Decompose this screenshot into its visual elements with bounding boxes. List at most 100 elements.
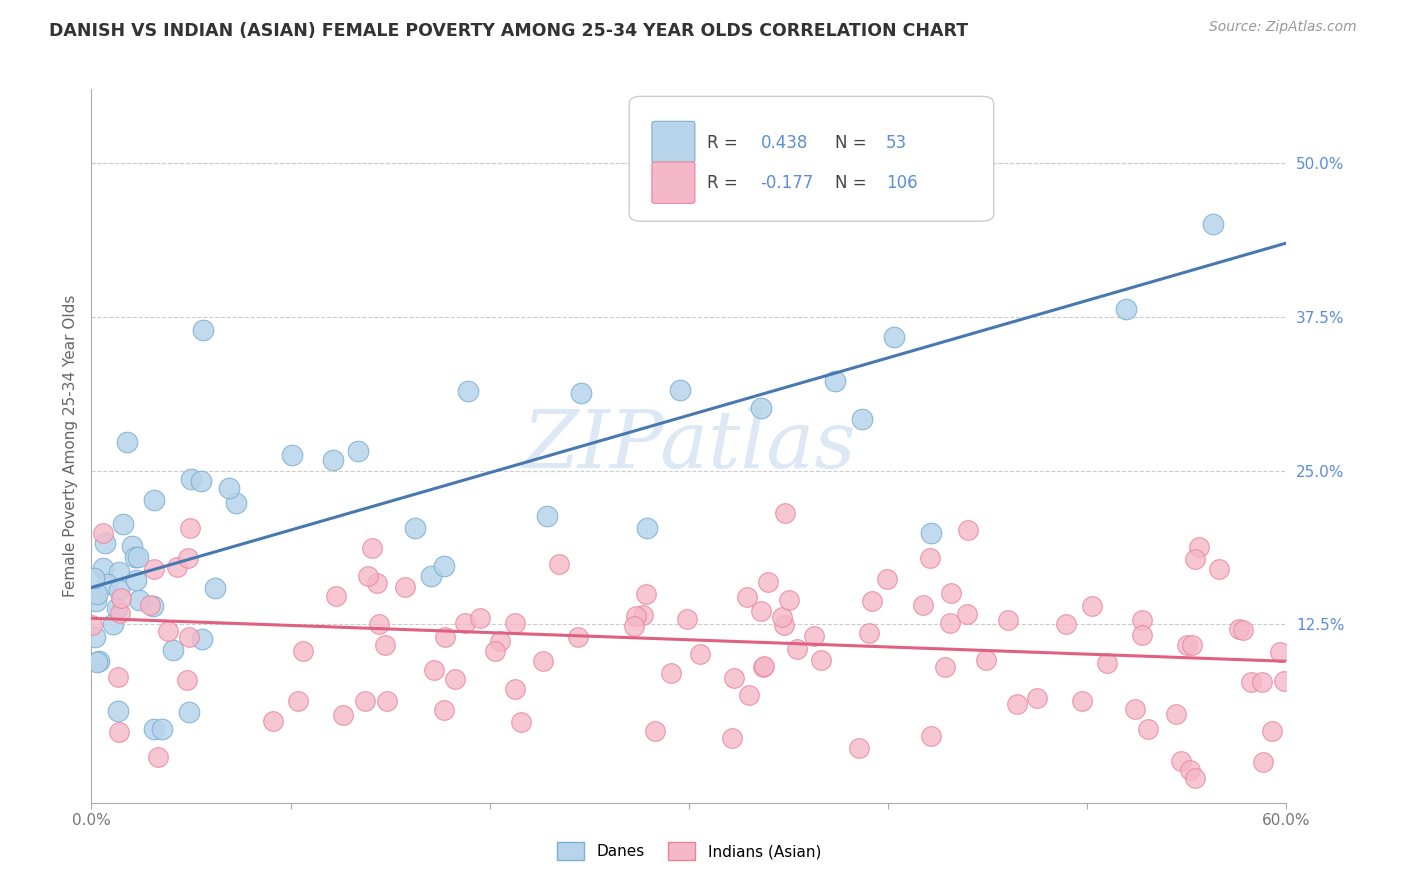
Point <box>636 521 658 535</box>
Point <box>105 601 128 615</box>
Point <box>177 630 200 644</box>
Point <box>374 638 396 652</box>
Point <box>1095 656 1118 670</box>
Point <box>1208 562 1230 576</box>
Text: R =: R = <box>707 175 742 193</box>
Point <box>150 722 173 736</box>
Point <box>191 632 214 646</box>
Point <box>1130 613 1153 627</box>
Point <box>179 520 201 534</box>
Point <box>484 644 506 658</box>
Point <box>860 594 883 608</box>
Text: ZIPatlas: ZIPatlas <box>522 408 856 484</box>
Point <box>444 672 467 686</box>
Point <box>468 610 491 624</box>
Point <box>124 549 146 564</box>
Y-axis label: Female Poverty Among 25-34 Year Olds: Female Poverty Among 25-34 Year Olds <box>62 295 77 597</box>
Point <box>108 566 131 580</box>
Point <box>107 704 129 718</box>
Point <box>920 729 942 743</box>
Point <box>1251 675 1274 690</box>
Point <box>536 509 558 524</box>
Point <box>858 626 880 640</box>
Point <box>548 557 571 571</box>
Point <box>939 586 962 600</box>
Text: DANISH VS INDIAN (ASIAN) FEMALE POVERTY AMONG 25-34 YEAR OLDS CORRELATION CHART: DANISH VS INDIAN (ASIAN) FEMALE POVERTY … <box>49 22 969 40</box>
Point <box>332 708 354 723</box>
Point <box>851 412 873 426</box>
Point <box>107 725 129 739</box>
FancyBboxPatch shape <box>630 96 994 221</box>
Point <box>659 666 682 681</box>
Point <box>107 669 129 683</box>
Point <box>623 619 645 633</box>
Text: N =: N = <box>835 175 872 193</box>
Point <box>489 634 512 648</box>
Point <box>1125 701 1147 715</box>
Point <box>1170 755 1192 769</box>
Point <box>103 616 125 631</box>
Text: N =: N = <box>835 134 872 152</box>
Point <box>108 583 131 598</box>
Point <box>325 589 347 603</box>
Point <box>111 516 134 531</box>
Point <box>108 606 131 620</box>
Point <box>177 550 200 565</box>
Point <box>454 615 477 630</box>
Point <box>1240 675 1263 690</box>
Point <box>292 644 315 658</box>
Point <box>976 653 998 667</box>
Point <box>775 506 797 520</box>
Point <box>423 663 446 677</box>
Point <box>157 624 180 639</box>
Point <box>218 481 240 495</box>
Point <box>934 659 956 673</box>
Point <box>503 615 526 630</box>
Point <box>138 598 160 612</box>
Point <box>190 475 212 489</box>
Point <box>84 630 107 644</box>
Point <box>773 617 796 632</box>
Point <box>505 681 527 696</box>
Legend: Danes, Indians (Asian): Danes, Indians (Asian) <box>551 836 827 866</box>
Point <box>125 574 148 588</box>
Point <box>86 587 108 601</box>
Point <box>644 724 666 739</box>
Point <box>786 641 808 656</box>
Point <box>91 526 114 541</box>
Point <box>225 495 247 509</box>
Point <box>93 536 115 550</box>
Point <box>1202 217 1225 231</box>
Point <box>668 384 690 398</box>
Point <box>143 722 166 736</box>
Point <box>1130 628 1153 642</box>
Point <box>803 629 825 643</box>
Point <box>143 493 166 508</box>
Point <box>457 384 479 398</box>
Point <box>912 191 935 205</box>
Point <box>83 571 105 585</box>
Point <box>749 401 772 415</box>
Point <box>86 655 108 669</box>
Point <box>322 452 344 467</box>
Point <box>96 577 118 591</box>
Point <box>434 630 457 644</box>
Point <box>280 448 302 462</box>
Point <box>262 714 284 729</box>
Text: 53: 53 <box>886 134 907 152</box>
Point <box>356 569 378 583</box>
Point <box>204 581 226 595</box>
Point <box>533 654 555 668</box>
Point <box>176 673 198 688</box>
Point <box>756 575 779 590</box>
Point <box>1115 302 1137 317</box>
Point <box>93 560 115 574</box>
Point <box>1274 673 1296 688</box>
Point <box>433 559 456 574</box>
Point <box>404 521 426 535</box>
Point <box>420 569 443 583</box>
Point <box>920 550 942 565</box>
Point <box>810 653 832 667</box>
Point <box>848 741 870 756</box>
Point <box>751 660 773 674</box>
